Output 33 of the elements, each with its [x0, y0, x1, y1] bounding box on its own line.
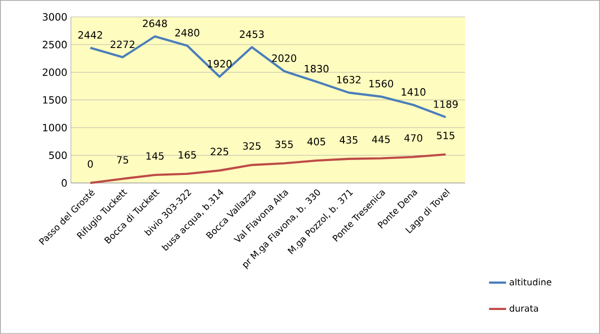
legend-label: durata [510, 304, 538, 312]
data-label: 2480 [175, 28, 200, 37]
data-label: 1560 [369, 80, 394, 88]
data-label: 2272 [110, 40, 134, 48]
data-label: 2442 [78, 31, 102, 39]
data-label: 225 [210, 148, 228, 156]
y-tick-label: 2000 [42, 68, 67, 76]
data-label: 2648 [142, 20, 167, 28]
data-label: 0 [88, 160, 93, 168]
data-label: 405 [307, 138, 326, 146]
y-tick-label: 2500 [42, 40, 67, 48]
data-label: 1920 [208, 60, 232, 68]
data-label: 355 [275, 140, 293, 148]
data-label: 145 [146, 152, 164, 160]
y-tick-label: 500 [49, 152, 67, 160]
data-label: 470 [404, 134, 422, 142]
data-label: 515 [436, 132, 454, 140]
data-label: 1410 [402, 88, 426, 96]
data-label: 75 [117, 156, 128, 164]
data-label: 1632 [337, 76, 360, 84]
data-label: 165 [178, 151, 196, 159]
data-label: 1189 [434, 100, 458, 108]
data-label: 325 [243, 142, 260, 150]
legend-label: altitudine [510, 278, 552, 286]
y-tick-label: 0 [62, 179, 67, 187]
data-label: 1830 [304, 64, 328, 73]
y-tick-label: 3000 [42, 13, 67, 21]
data-label: 445 [372, 136, 390, 144]
y-tick-label: 1000 [43, 124, 67, 132]
y-tick-label: 1500 [43, 96, 67, 104]
data-label: 2020 [272, 54, 296, 62]
data-label: 435 [340, 136, 358, 144]
data-label: 2453 [240, 30, 264, 38]
